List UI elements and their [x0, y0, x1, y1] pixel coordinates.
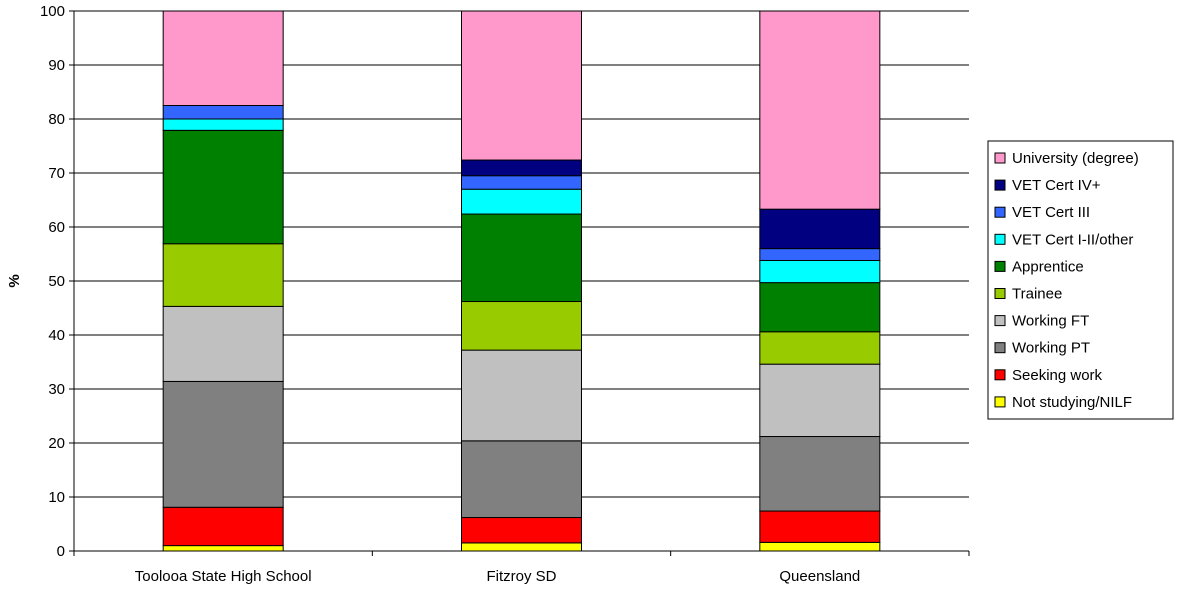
axes [69, 10, 970, 556]
y-tick-label: 30 [48, 381, 65, 398]
y-tick-labels: 0 10 20 30 40 50 60 70 80 90 100 [40, 3, 65, 560]
legend-swatch [994, 369, 1006, 381]
legend-swatch [994, 288, 1006, 299]
bar-segment-0-2 [759, 541, 881, 552]
bar-segment-4-0 [162, 243, 284, 307]
legend-swatch [994, 152, 1006, 164]
bar-segment-7-0 [162, 105, 284, 120]
legend-swatch [994, 206, 1006, 218]
y-tick-label: 40 [48, 327, 65, 344]
legend-swatch [994, 260, 1006, 272]
legend-label: VET Cert III [1012, 204, 1090, 221]
legend-label: University (degree) [1012, 150, 1139, 167]
y-tick-label: 80 [48, 111, 65, 128]
x-tick-labels: Toolooa State High School Fitzroy SD Queen… [135, 568, 861, 585]
bar-segment-3-1 [461, 349, 582, 442]
y-tick-label: 10 [48, 489, 65, 506]
legend-label: Not studying/NILF [1012, 394, 1132, 411]
bar-segment-0-0 [162, 545, 284, 552]
bar-segment-5-1 [461, 213, 582, 303]
bar-segment-8-1 [461, 159, 582, 177]
bar-segment-2-2 [759, 436, 881, 512]
legend-label: Seeking work [1012, 367, 1103, 384]
bar-segment-6-1 [461, 188, 582, 215]
bar-segment-2-0 [162, 380, 284, 508]
bar-segment-6-2 [759, 259, 881, 284]
bar-segment-3-0 [162, 305, 284, 382]
bar-segment-5-0 [162, 129, 284, 245]
y-tick-label: 50 [48, 273, 65, 290]
bar-segment-7-1 [461, 175, 582, 190]
bar-segment-4-2 [759, 331, 881, 365]
bar-segment-0-1 [461, 542, 582, 552]
legend-box [987, 140, 1174, 420]
y-tick-label: 0 [57, 543, 65, 560]
legend-swatch [994, 342, 1006, 354]
bars [162, 10, 881, 552]
y-tick-label: 20 [48, 435, 65, 452]
legend-label: Working FT [1012, 313, 1089, 330]
x-tick-label: Toolooa State High School [135, 568, 312, 585]
bar-segment-8-2 [759, 208, 881, 250]
legend-label: VET Cert IV+ [1012, 177, 1101, 194]
bar-segment-3-2 [759, 363, 881, 438]
bar-segment-6-0 [162, 118, 284, 131]
legend-label: Apprentice [1012, 258, 1084, 275]
legend-swatch [994, 179, 1006, 191]
y-tick-label: 100 [40, 3, 65, 20]
bar-segment-1-2 [759, 510, 881, 543]
bar-segment-4-1 [461, 301, 582, 351]
legend-label: Working PT [1012, 340, 1090, 357]
x-tick-label: Fitzroy SD [486, 568, 556, 585]
bar-segment-7-2 [759, 248, 881, 261]
bar-segment-9-2 [759, 10, 881, 210]
legend-label: Trainee [1012, 286, 1062, 303]
y-tick-label: 90 [48, 57, 65, 74]
legend-label: VET Cert I-II/other [1012, 231, 1133, 248]
bar-segment-9-1 [461, 10, 582, 161]
x-tick-label: Queensland [779, 568, 860, 585]
bar-segment-2-1 [461, 440, 582, 519]
legend-swatch [994, 315, 1006, 327]
legend-swatch [994, 233, 1006, 245]
legend-swatch [994, 396, 1006, 408]
y-tick-label: 70 [48, 165, 65, 182]
bar-segment-5-2 [759, 282, 881, 333]
legend: University (degree) VET Cert IV+ VET Cert … [987, 140, 1174, 420]
y-tick-label: 60 [48, 219, 65, 236]
bar-segment-9-0 [162, 10, 284, 106]
bar-segment-1-1 [461, 517, 582, 544]
y-axis-title: % [6, 274, 23, 287]
bar-segment-1-0 [162, 506, 284, 547]
